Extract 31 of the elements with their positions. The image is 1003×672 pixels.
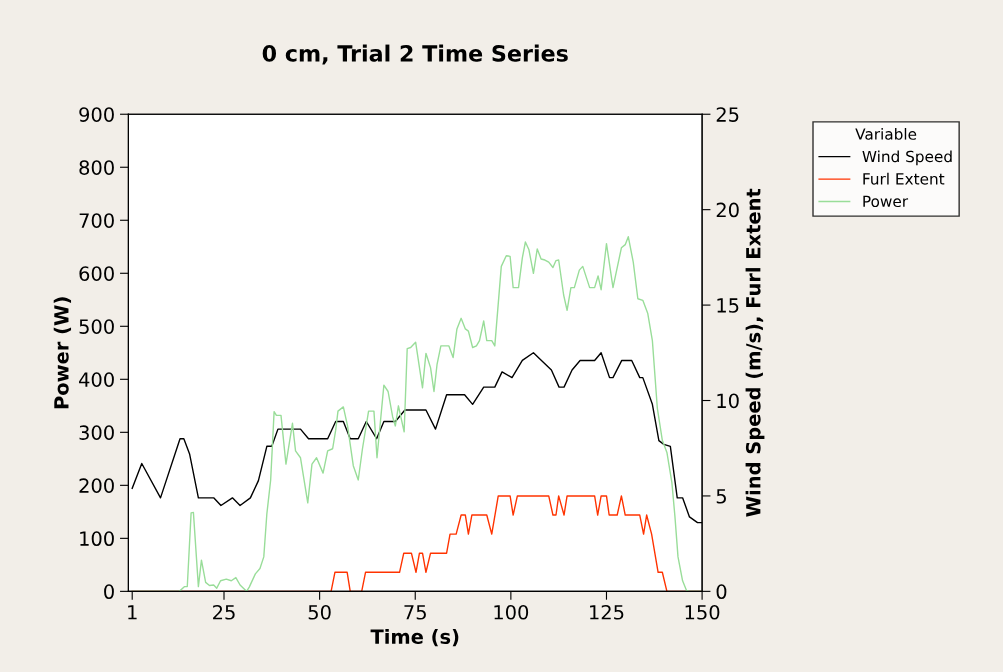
x-tick-label: 125 — [590, 604, 624, 620]
legend-label: Furl Extent — [863, 172, 945, 185]
y-tick-label: 100 — [80, 531, 114, 547]
legend-label: Power — [863, 195, 909, 208]
y-tick-label: 600 — [79, 266, 114, 281]
y2-axis-title: Wind Speed (m/s), Furl Extent — [745, 188, 765, 517]
x-tick-label: 25 — [213, 604, 235, 620]
y-tick-label: 900 — [79, 107, 114, 122]
y-axis-title: Power (W) — [53, 297, 72, 409]
y-tick-label: 800 — [79, 160, 114, 175]
y2-tick-label: 0 — [716, 584, 727, 600]
legend-label: Wind Speed — [862, 150, 952, 166]
y2-tick-label: 25 — [716, 107, 739, 122]
y2-tick-label: 5 — [716, 489, 726, 504]
x-axis-title: Time (s) — [370, 628, 459, 647]
y-tick-label: 300 — [79, 425, 114, 440]
y2-tick-label: 10 — [717, 393, 739, 409]
x-tick-label: 75 — [404, 605, 426, 620]
y2-tick-label: 20 — [716, 202, 739, 218]
x-tick-label: 1 — [128, 605, 137, 620]
y-tick-label: 0 — [104, 584, 114, 600]
y-tick-label: 500 — [79, 319, 114, 334]
x-tick-label: 150 — [685, 604, 720, 620]
y-tick-label: 400 — [79, 372, 114, 387]
y-tick-label: 700 — [79, 213, 114, 228]
x-tick-label: 100 — [494, 604, 529, 620]
chart-title: 0 cm, Trial 2 Time Series — [262, 44, 568, 65]
legend-title: Variable — [855, 127, 917, 140]
y-tick-label: 200 — [79, 478, 114, 493]
y2-tick-label: 15 — [717, 298, 739, 313]
x-tick-label: 50 — [308, 604, 331, 620]
